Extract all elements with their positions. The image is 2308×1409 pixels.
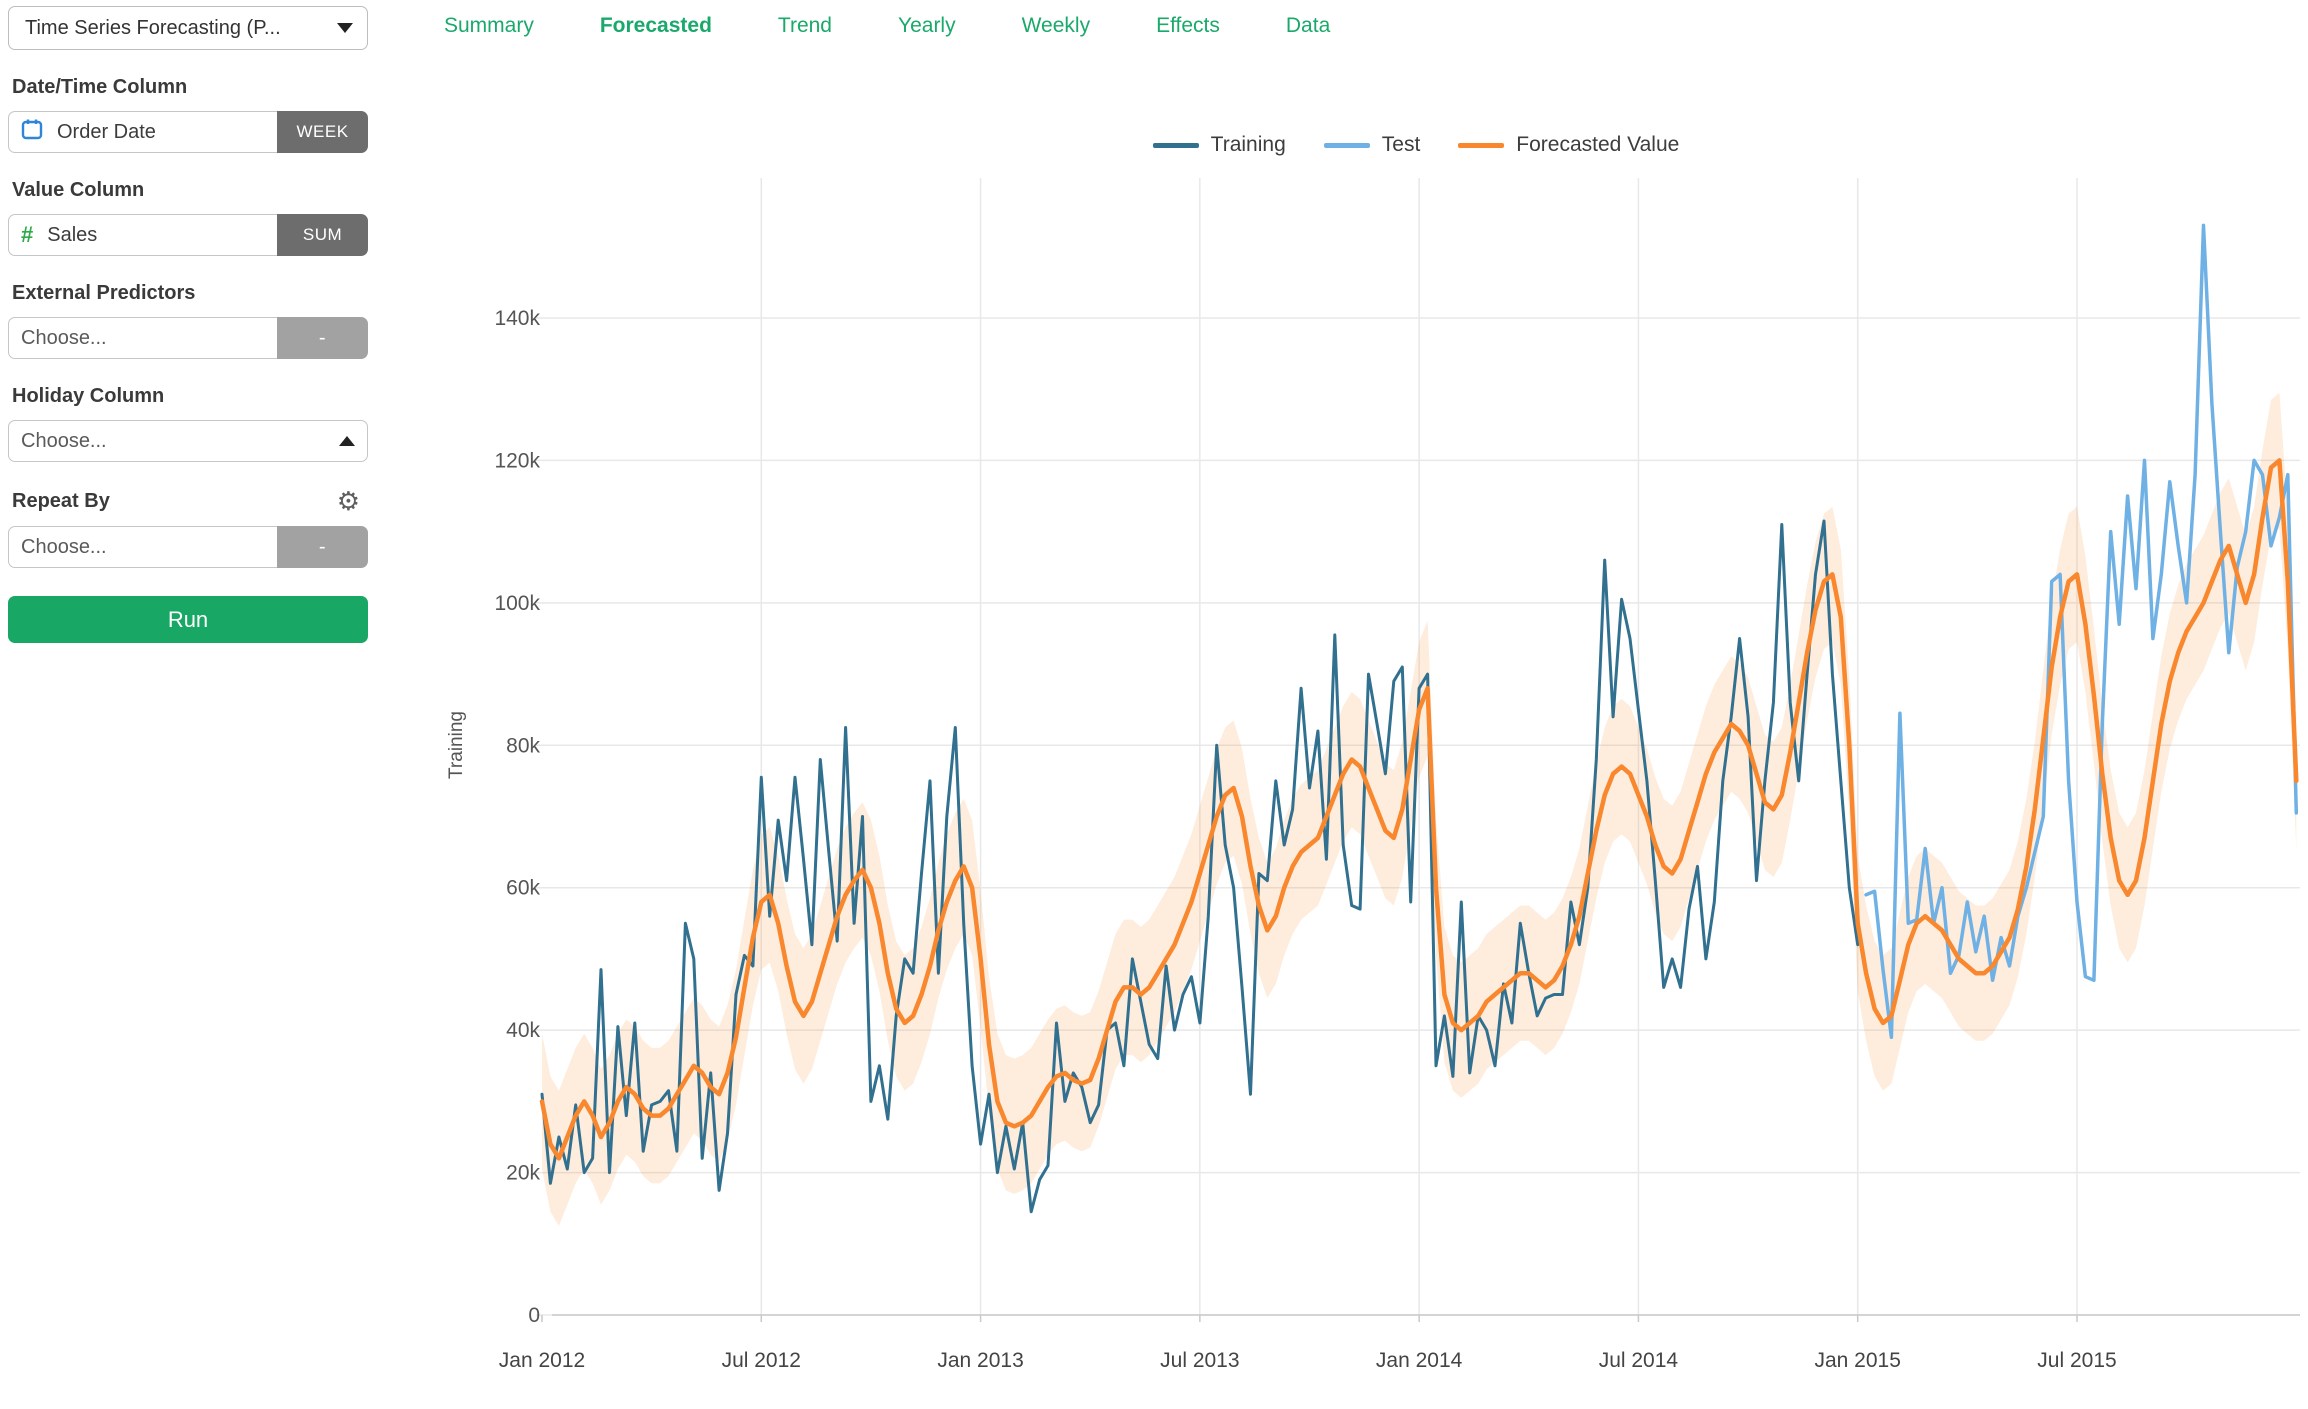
analytics-type-select[interactable]: Time Series Forecasting (P... <box>8 6 368 50</box>
forecast-chart-svg: 0 20k 40k 60k 80k 100k 120k 140k Jan 2012 Jul 201… <box>446 178 2300 1372</box>
legend-item-forecast[interactable]: Forecasted Value <box>1458 133 1679 157</box>
y-tick-label: 0 <box>528 1304 540 1327</box>
date-column-value: Order Date <box>57 120 156 143</box>
numeric-hash-icon: # <box>21 222 34 247</box>
forecast-chart: 0 20k 40k 60k 80k 100k 120k 140k Jan 2012 Jul 201… <box>440 145 2308 1409</box>
forecasted-value-line <box>539 458 2299 1161</box>
holiday-column-placeholder: Choose... <box>21 429 107 452</box>
repeat-by-badge[interactable]: - <box>277 526 368 568</box>
calendar-icon <box>21 118 43 146</box>
confidence-band <box>542 392 2297 1226</box>
week-aggregation-badge[interactable]: WEEK <box>277 111 368 153</box>
forecast-line-swatch <box>1458 142 1505 148</box>
tab-data[interactable]: Data <box>1285 14 1331 37</box>
chevron-up-icon <box>339 436 355 446</box>
y-tick-label: 120k <box>494 449 540 472</box>
y-tick-label: 100k <box>494 592 540 615</box>
y-tick-label: 20k <box>506 1162 540 1185</box>
sidebar: Time Series Forecasting (P... Date/Time … <box>8 6 368 643</box>
gear-icon[interactable]: ⚙︎ <box>336 486 360 516</box>
y-tick-label: 40k <box>506 1019 540 1042</box>
y-axis-title: Training <box>446 711 467 779</box>
legend-item-test[interactable]: Test <box>1323 133 1421 157</box>
tab-summary[interactable]: Summary <box>444 14 534 37</box>
value-column-value: Sales <box>47 223 98 246</box>
legend-item-training[interactable]: Training <box>1152 133 1286 157</box>
tab-effects[interactable]: Effects <box>1156 14 1220 37</box>
chevron-down-icon <box>337 23 353 33</box>
holiday-column-select[interactable]: Choose... <box>8 420 368 462</box>
y-tick-label: 140k <box>494 307 540 330</box>
date-column-field[interactable]: Order Date <box>8 111 277 153</box>
x-tick-label: Jan 2012 <box>499 1349 585 1372</box>
sum-aggregation-badge[interactable]: SUM <box>277 214 368 256</box>
chart-legend: Training Test Forecasted Value <box>542 133 2290 157</box>
x-tick-label: Jan 2014 <box>1376 1349 1463 1372</box>
tab-bar: Summary Forecasted Trend Yearly Weekly E… <box>430 0 2308 38</box>
external-predictors-placeholder: Choose... <box>21 326 107 349</box>
legend-label-training: Training <box>1210 133 1286 156</box>
repeat-by-placeholder: Choose... <box>21 535 107 558</box>
value-column-field[interactable]: # Sales <box>8 214 277 256</box>
x-tick-label: Jan 2015 <box>1814 1349 1900 1372</box>
analytics-type-value: Time Series Forecasting (P... <box>25 16 281 39</box>
tab-yearly[interactable]: Yearly <box>898 14 956 37</box>
training-line-swatch <box>1152 142 1199 148</box>
test-line-swatch <box>1323 142 1370 148</box>
x-tick-label: Jul 2014 <box>1599 1349 1679 1372</box>
legend-label-forecast: Forecasted Value <box>1516 133 1680 156</box>
x-tick-label: Jul 2012 <box>722 1349 801 1372</box>
repeat-by-label: Repeat By <box>12 489 110 512</box>
date-time-column-label: Date/Time Column <box>12 76 188 98</box>
x-tick-label: Jul 2015 <box>2037 1349 2116 1372</box>
tab-forecasted[interactable]: Forecasted <box>599 14 712 37</box>
holiday-column-label: Holiday Column <box>12 385 165 407</box>
main-panel: Summary Forecasted Trend Yearly Weekly E… <box>430 0 2308 1404</box>
external-predictors-badge[interactable]: - <box>277 317 368 359</box>
x-tick-label: Jan 2013 <box>937 1349 1023 1372</box>
legend-label-test: Test <box>1381 133 1421 156</box>
value-column-label: Value Column <box>12 179 145 201</box>
run-button[interactable]: Run <box>8 596 368 643</box>
test-line <box>1864 223 2299 1040</box>
external-predictors-field[interactable]: Choose... <box>8 317 277 359</box>
training-line <box>540 519 1860 1214</box>
tab-weekly[interactable]: Weekly <box>1021 14 1091 37</box>
x-tick-label: Jul 2013 <box>1160 1349 1239 1372</box>
tab-trend[interactable]: Trend <box>777 14 832 37</box>
repeat-by-field[interactable]: Choose... <box>8 526 277 568</box>
y-tick-label: 80k <box>506 734 540 757</box>
external-predictors-label: External Predictors <box>12 282 196 304</box>
y-tick-label: 60k <box>506 877 540 900</box>
